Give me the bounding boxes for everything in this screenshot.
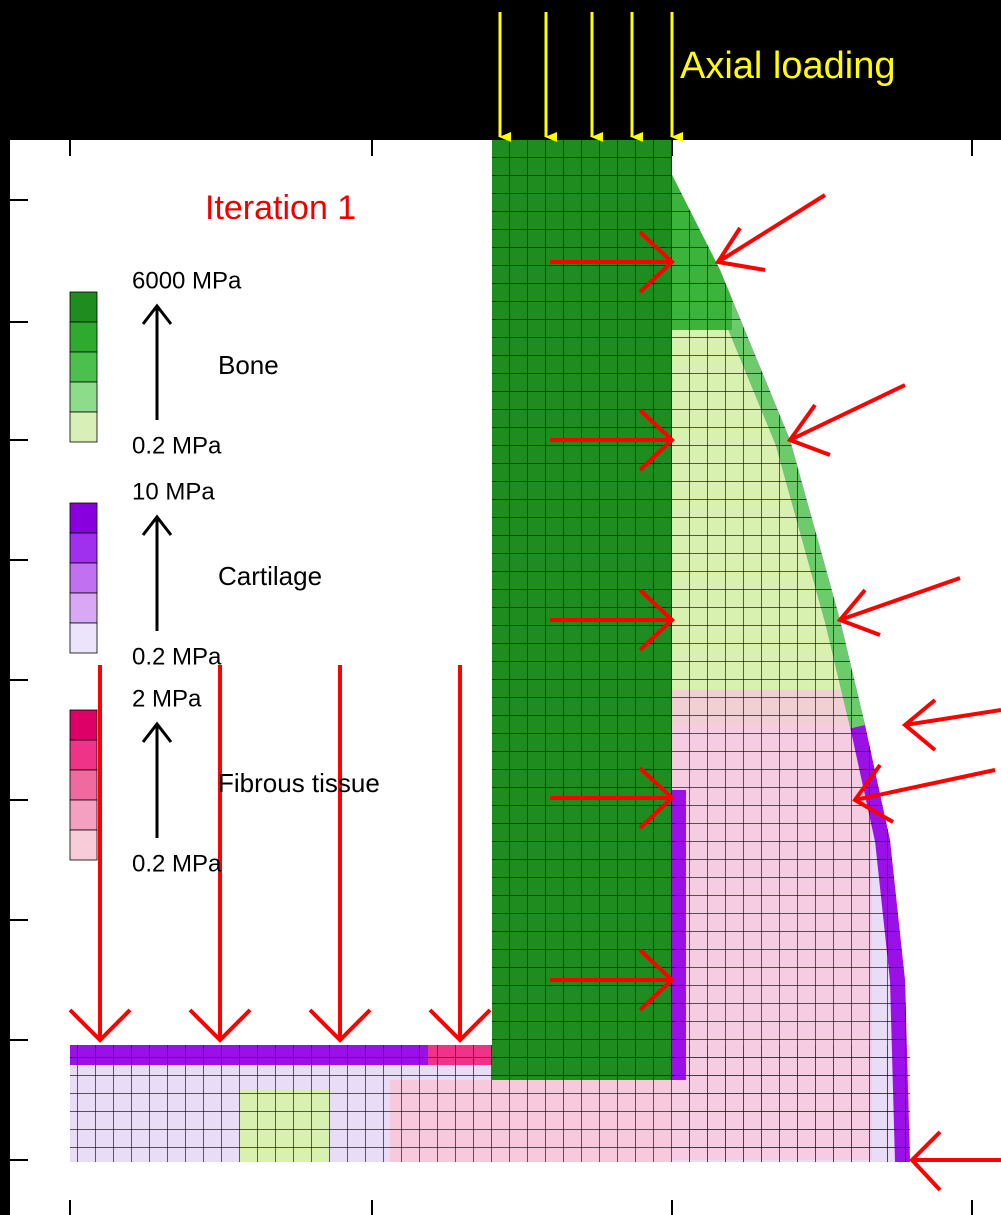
legend-min: 0.2 MPa [132,850,222,877]
legend-max: 6000 MPa [132,267,242,294]
legend-swatch [70,382,97,412]
loading-label: Axial loading [680,45,895,87]
legend-title: Iteration 1 [205,189,356,227]
legend-name: Cartilage [218,561,322,591]
legend-swatch [70,800,97,830]
legend-max: 10 MPa [132,478,215,505]
legend-swatch [70,352,97,382]
legend-name: Fibrous tissue [218,768,380,798]
legend-name: Bone [218,350,279,380]
legend-swatch [70,623,97,653]
legend-swatch [70,563,97,593]
legend-swatch [70,710,97,740]
legend-max: 2 MPa [132,685,202,712]
legend-min: 0.2 MPa [132,643,222,670]
legend-swatch [70,770,97,800]
cortex-mesh [492,140,672,1080]
diagram: Axial loading Iteration 1 6000 MPa Bone 0.… [0,0,1001,1215]
legend-swatch [70,322,97,352]
legend-swatch [70,593,97,623]
legend-swatch [70,503,97,533]
legend-swatch [70,533,97,563]
legend-swatch [70,740,97,770]
legend-swatch [70,292,97,322]
page: Axial loading Iteration 1 6000 MPa Bone 0.… [0,0,1001,1215]
legend-swatch [70,412,97,442]
legend-min: 0.2 MPa [132,432,222,459]
legend-swatch [70,830,97,860]
